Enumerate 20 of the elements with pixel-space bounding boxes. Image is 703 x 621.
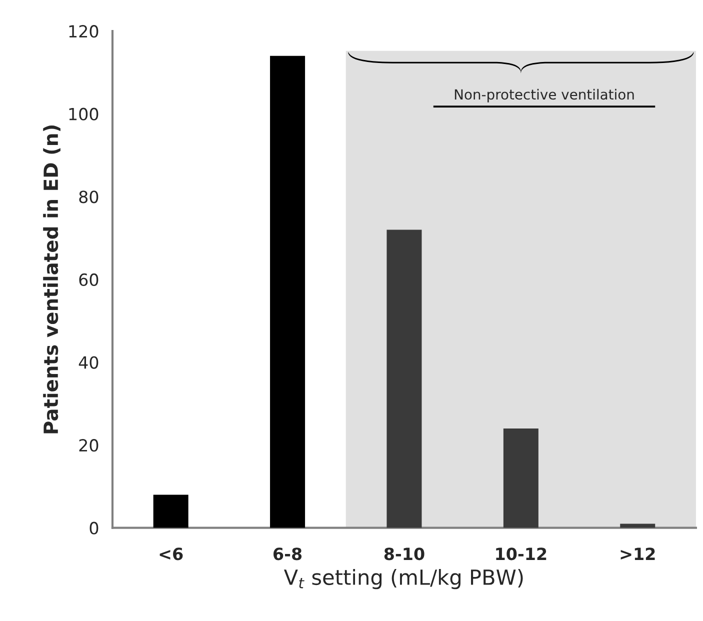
y-tick-label: 60 (79, 273, 98, 286)
x-tick-label: >12 (620, 548, 655, 560)
bar (270, 56, 306, 528)
y-tick-label: 100 (69, 108, 98, 120)
x-tick-label: 6-8 (274, 548, 302, 560)
bar (386, 230, 422, 528)
y-tick-label: 120 (69, 25, 98, 38)
bar (153, 494, 188, 528)
y-axis-title: Patients ventilated in ED (n) (43, 126, 60, 434)
x-tick-label: <6 (160, 548, 183, 560)
band-label: Non-protective ventilation (454, 88, 634, 102)
bar (620, 524, 656, 528)
x-tick-label: 8-10 (384, 548, 424, 560)
bar (503, 428, 538, 528)
y-tick-label: 80 (79, 190, 98, 204)
y-tick-label: 0 (90, 522, 98, 534)
x-axis-title: V$_{t}$ setting (mL/kg PBW) (284, 568, 523, 590)
x-tick-label: 10-12 (496, 548, 546, 560)
y-tick-label: 20 (79, 439, 98, 452)
y-tick-label: 40 (78, 356, 98, 369)
